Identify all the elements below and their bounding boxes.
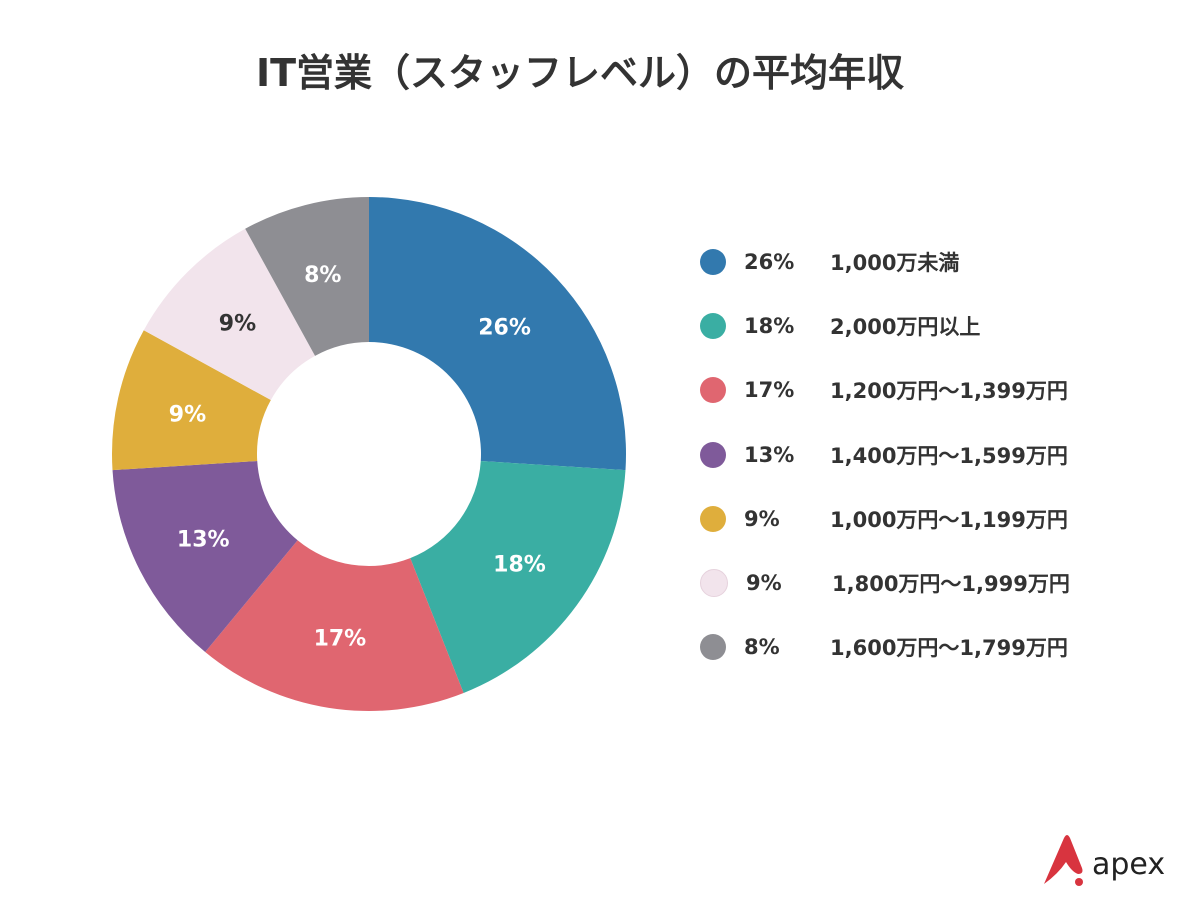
donut-slice: [143, 228, 316, 401]
legend-item: 18% 2,000万円以上: [700, 311, 980, 341]
legend-label: 1,600万円〜1,799万円: [830, 636, 1068, 661]
apex-logo-icon: [1044, 835, 1083, 886]
apex-logo: apex: [1042, 832, 1165, 888]
legend-percent: 26%: [744, 250, 795, 274]
donut-slice: [205, 540, 464, 711]
slice-label: 26%: [478, 316, 531, 341]
legend-swatch: [700, 634, 726, 661]
legend-label: 1,000万円〜1,199万円: [830, 507, 1068, 532]
legend-swatch: [700, 569, 728, 597]
legend-label: 2,000万円以上: [830, 315, 981, 340]
legend-swatch: [700, 249, 726, 275]
legend-label: 1,400万円〜1,599万円: [830, 443, 1068, 468]
chart-title: IT営業（スタッフレベル）の平均年収: [255, 51, 905, 95]
legend-item: 9% 1,000万円〜1,199万円: [700, 504, 1068, 534]
legend-percent: 9%: [744, 506, 780, 531]
slice-label: 9%: [219, 311, 256, 336]
slice-label: 13%: [177, 527, 230, 552]
legend-label: 1,800万円〜1,999万円: [832, 572, 1070, 596]
legend-percent: 9%: [746, 571, 782, 595]
slice-label: 9%: [169, 402, 206, 427]
legend-swatch: [700, 441, 726, 468]
logo-text: apex: [1092, 847, 1166, 882]
legend-percent: 17%: [744, 378, 795, 403]
legend-item: 17% 1,200万円〜1,399万円: [700, 375, 1068, 405]
slice-label: 8%: [304, 263, 341, 288]
legend-item: 9% 1,800万円〜1,999万円: [700, 568, 1070, 598]
legend-label: 1,000万未満: [830, 251, 960, 275]
legend-percent: 18%: [744, 314, 795, 339]
slice-label: 18%: [493, 552, 546, 577]
legend-item: 13% 1,400万円〜1,599万円: [700, 440, 1068, 470]
donut-slice: [112, 461, 298, 653]
donut-slice: [369, 197, 626, 471]
legend-swatch: [700, 377, 726, 404]
legend-percent: 13%: [744, 442, 795, 467]
legend-item: 8% 1,600万円〜1,799万円: [700, 632, 1068, 662]
donut-slice: [111, 330, 271, 471]
legend-swatch: [700, 313, 726, 340]
slice-label: 17%: [314, 627, 367, 652]
legend-item: 26% 1,000万未満: [700, 247, 959, 277]
legend-label: 1,200万円〜1,399万円: [830, 379, 1068, 404]
legend-percent: 8%: [744, 635, 780, 660]
legend-swatch: [700, 505, 726, 532]
donut-slice: [245, 197, 369, 356]
donut-slice: [410, 461, 626, 693]
